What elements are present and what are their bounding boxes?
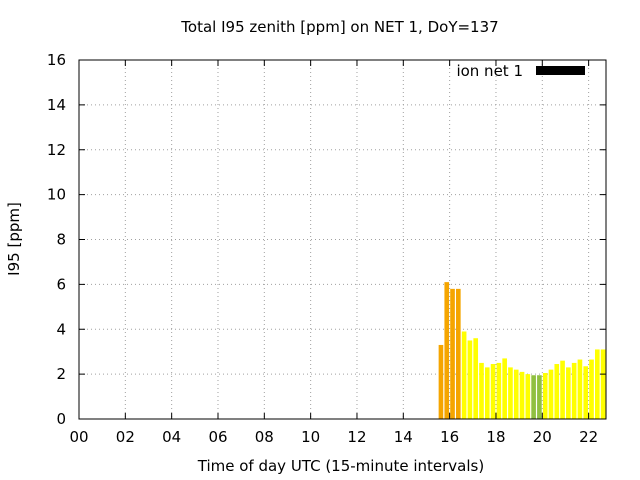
bar	[438, 344, 444, 419]
bar	[554, 364, 560, 419]
x-tick-label: 08	[255, 428, 274, 446]
x-tick-label: 16	[440, 428, 459, 446]
y-tick-label: 4	[56, 320, 66, 338]
bar	[577, 359, 583, 419]
bar	[450, 288, 455, 419]
bar	[502, 358, 507, 419]
bar	[600, 349, 606, 419]
x-tick-label: 12	[347, 428, 366, 446]
y-axis-label: I95 [ppm]	[5, 202, 23, 276]
x-tick-label: 06	[208, 428, 227, 446]
bar	[513, 369, 519, 419]
bar	[525, 374, 531, 419]
legend: ion net 1	[456, 62, 585, 80]
bar	[461, 331, 467, 419]
bar	[548, 369, 554, 419]
x-tick-label: 02	[116, 428, 135, 446]
y-tick-label: 16	[47, 51, 66, 69]
bar	[560, 360, 565, 419]
bar	[571, 362, 577, 419]
x-tick-label: 10	[301, 428, 320, 446]
x-tick-label: 04	[162, 428, 181, 446]
y-tick-label: 12	[47, 141, 66, 159]
bar	[456, 288, 461, 419]
bar	[473, 338, 479, 419]
bar	[490, 364, 496, 419]
x-tick-label: 00	[69, 428, 88, 446]
bars	[438, 282, 606, 419]
chart-title: Total I95 zenith [ppm] on NET 1, DoY=137	[180, 18, 498, 36]
bar	[531, 375, 536, 419]
x-axis-label: Time of day UTC (15-minute intervals)	[197, 457, 484, 475]
y-tick-label: 8	[56, 231, 66, 249]
y-tick-label: 2	[56, 365, 66, 383]
y-tick-label: 10	[47, 186, 66, 204]
x-tick-label: 18	[486, 428, 505, 446]
legend-swatch	[536, 66, 585, 75]
x-tick-label: 20	[533, 428, 552, 446]
legend-label: ion net 1	[456, 62, 523, 80]
x-tick-label: 14	[394, 428, 413, 446]
bar	[496, 362, 502, 419]
x-tick-label: 22	[579, 428, 598, 446]
y-tick-label: 0	[56, 410, 66, 428]
bar	[508, 367, 513, 419]
bar	[542, 373, 548, 419]
bar	[444, 282, 450, 419]
bar	[566, 367, 571, 419]
grid	[79, 60, 606, 419]
plot-frame	[78, 59, 607, 420]
bar	[484, 367, 490, 419]
bar	[467, 340, 473, 419]
bar	[537, 375, 542, 419]
bar	[594, 349, 600, 419]
bar	[583, 366, 589, 419]
bar	[519, 371, 525, 419]
bar	[479, 362, 484, 419]
y-tick-label: 14	[47, 96, 66, 114]
bar	[589, 359, 594, 419]
y-tick-label: 6	[56, 275, 66, 293]
